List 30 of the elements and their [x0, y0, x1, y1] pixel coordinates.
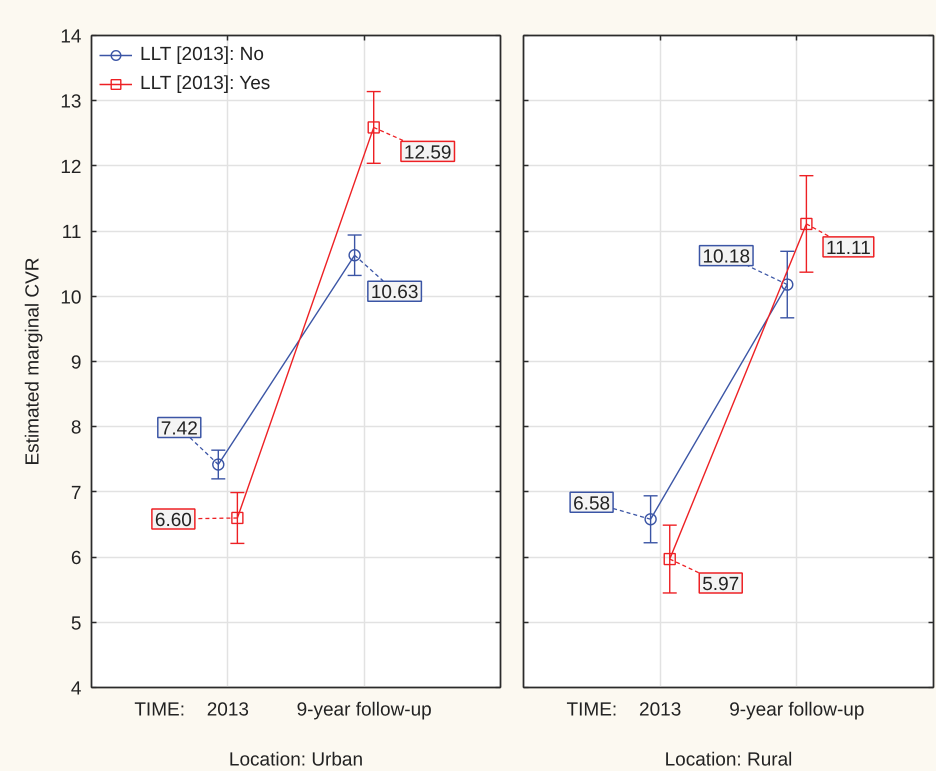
y-tick-label: 4 — [70, 678, 82, 700]
text: TIME: — [134, 700, 186, 720]
y-tick-label: 7 — [70, 482, 82, 504]
x-tick-label: 2013 — [206, 700, 249, 720]
data-label: 11.11 — [826, 238, 871, 259]
y-axis-title: Estimated marginal CVR — [22, 257, 44, 466]
data-label: 5.97 — [702, 574, 740, 596]
y-tick-label: 9 — [70, 352, 82, 374]
data-label: 10.63 — [370, 282, 418, 304]
text: TIME: — [566, 700, 618, 720]
x-tick-label: 9-year follow-up — [729, 700, 864, 720]
data-label: 6.60 — [154, 510, 192, 531]
data-label: 12.59 — [404, 142, 452, 164]
y-tick-label: 6 — [70, 548, 82, 570]
y-tick-label: 5 — [70, 613, 82, 634]
x-tick-label: 2013 — [639, 700, 682, 720]
y-tick-label: 14 — [60, 26, 82, 48]
data-label: 6.58 — [573, 493, 610, 514]
data-label: 7.42 — [160, 418, 198, 440]
y-tick-label: 12 — [60, 156, 82, 178]
x-axis-title: Location: Urban — [228, 750, 364, 770]
y-tick-label: 8 — [70, 418, 82, 439]
y-tick-label: 13 — [60, 92, 82, 113]
y-tick-label: 11 — [62, 222, 82, 244]
legend-label: LLT [2013]: No — [140, 44, 264, 66]
legend-label: LLT [2013]: Yes — [140, 73, 270, 95]
y-tick-label: 10 — [60, 287, 82, 308]
x-axis-title: Location: Rural — [664, 750, 792, 770]
data-label: 10.18 — [702, 246, 750, 268]
x-tick-label: 9-year follow-up — [296, 700, 432, 720]
